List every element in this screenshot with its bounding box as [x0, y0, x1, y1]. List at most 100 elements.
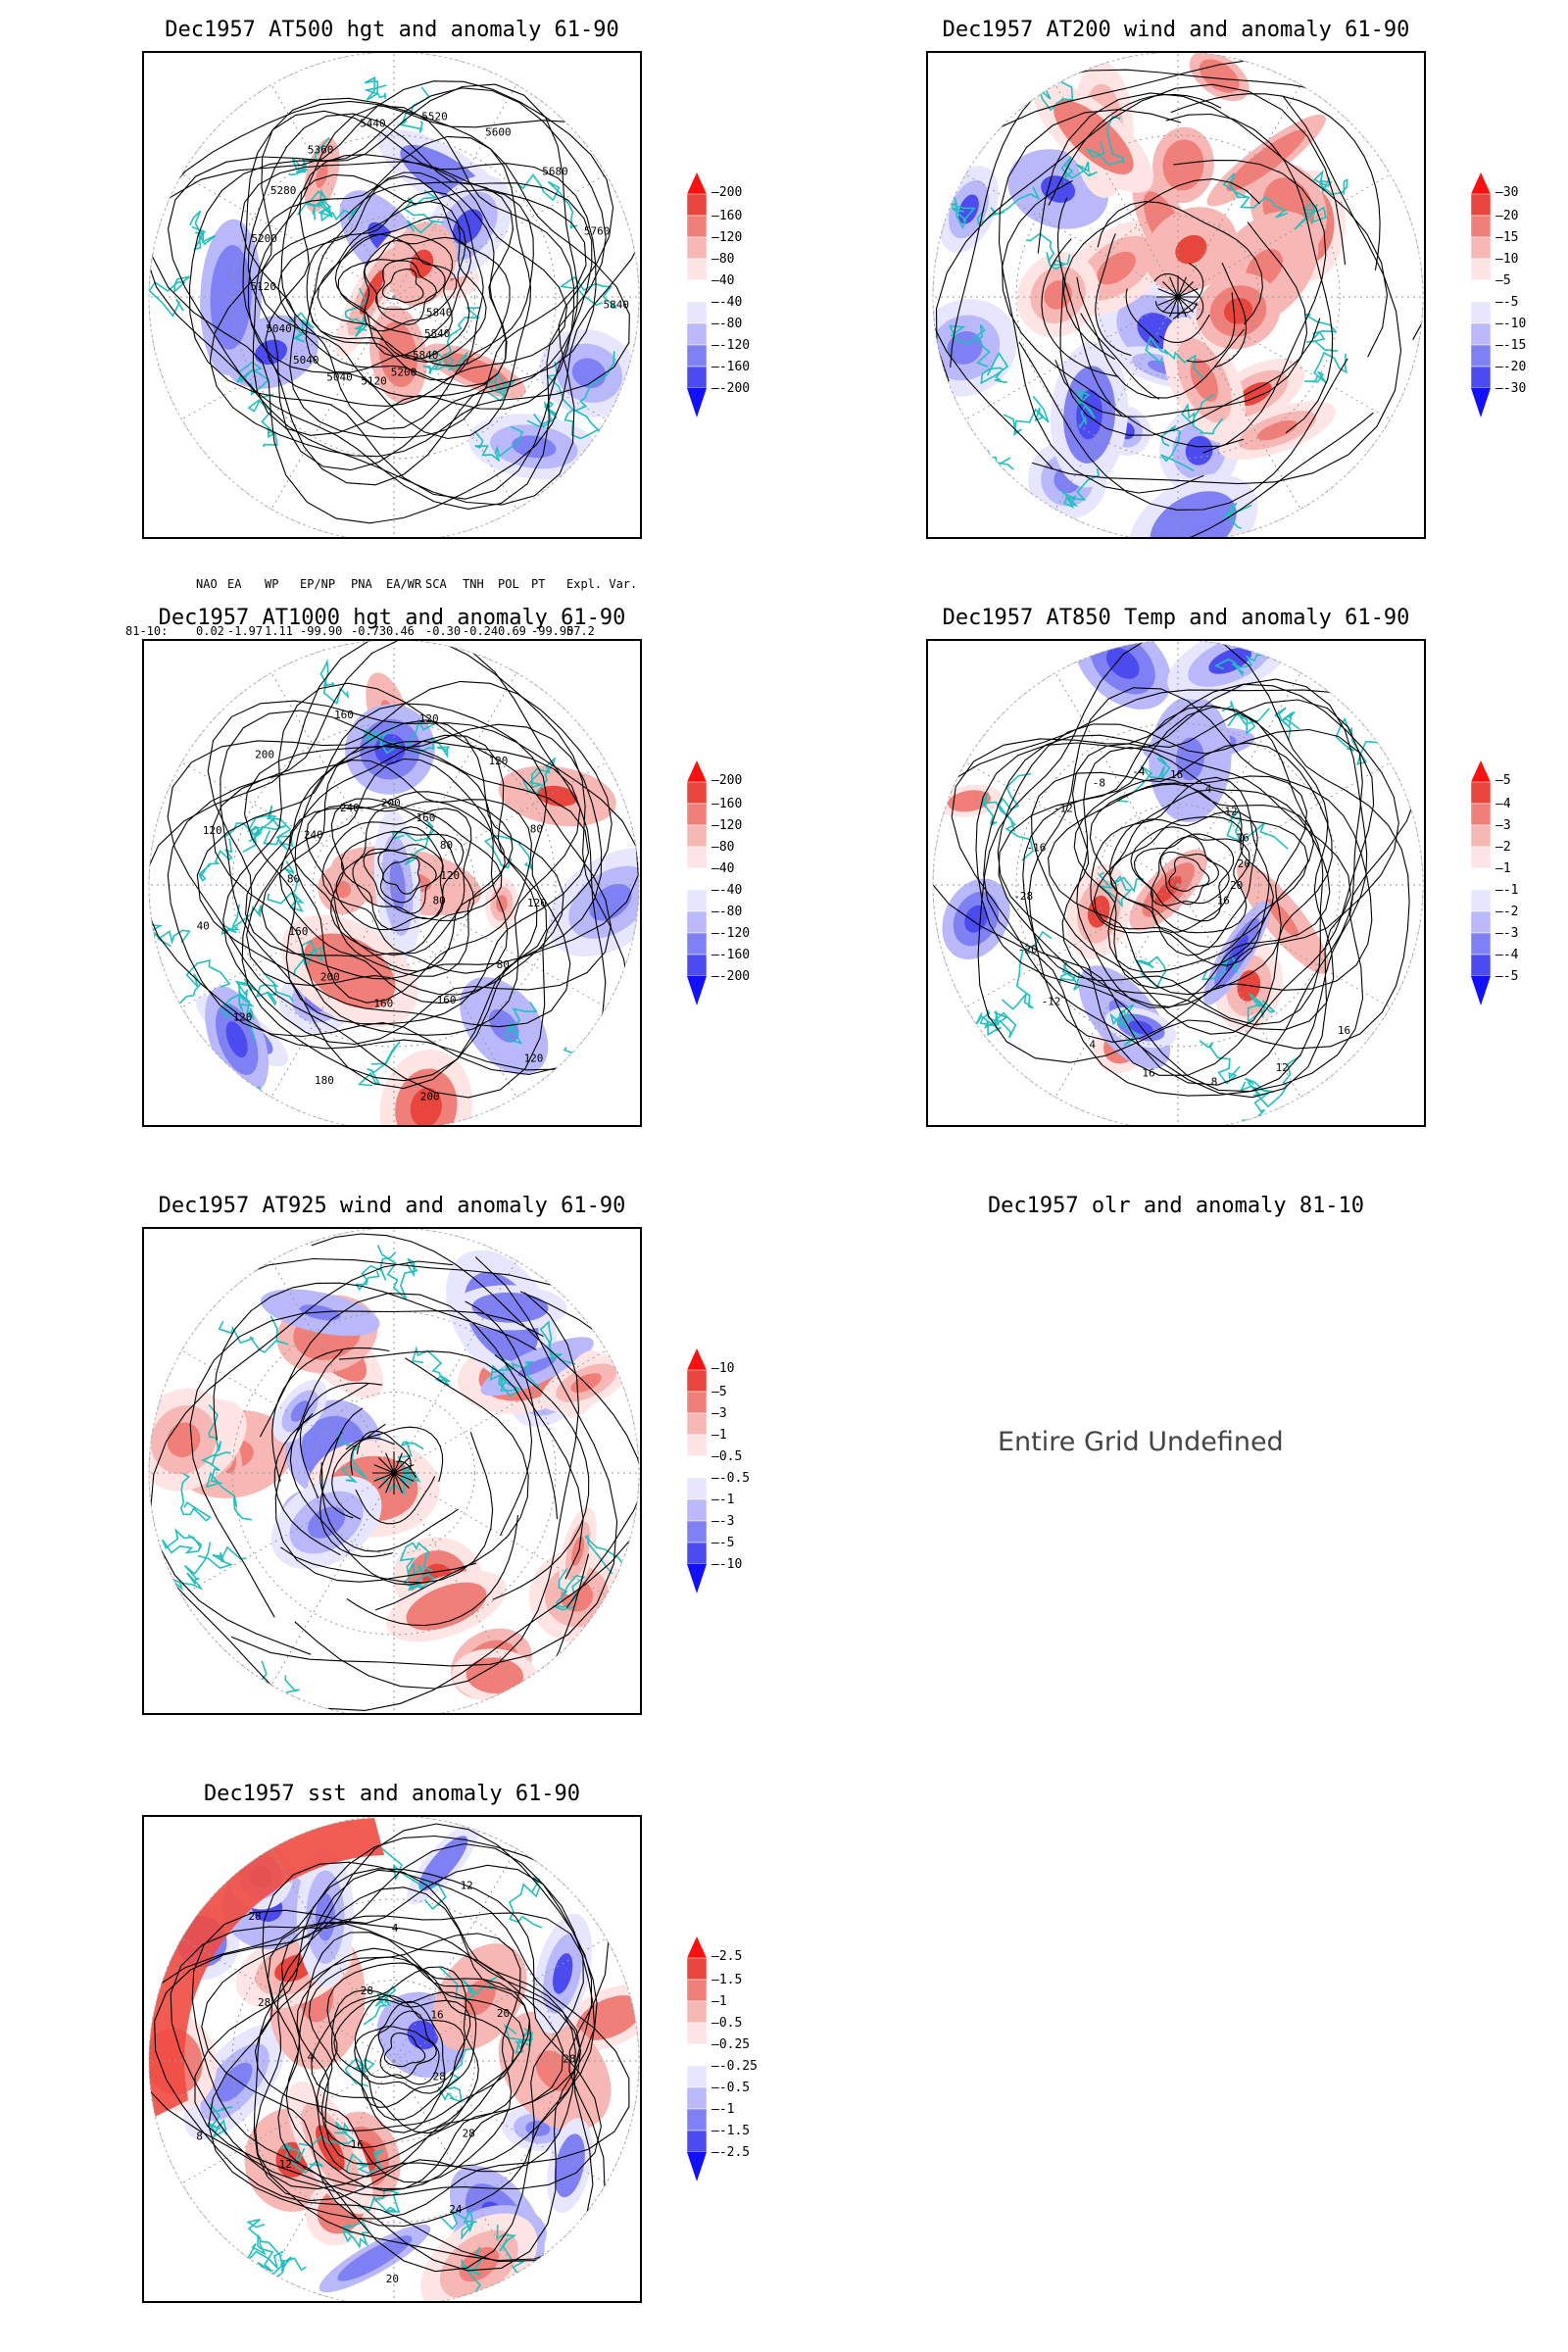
- colorbar-scale: [686, 1348, 708, 1593]
- contour-label: 24: [449, 2203, 463, 2216]
- colorbar-label: –-0.25: [711, 2059, 758, 2074]
- colorbar-label: –1.5: [711, 1973, 743, 1987]
- contour-lines: [933, 641, 1421, 1099]
- colorbar-label: –1: [1495, 861, 1511, 876]
- colorbar-label: –4: [1495, 797, 1511, 811]
- contour-label: 5840: [424, 327, 451, 340]
- contour-label: -12: [1042, 996, 1061, 1008]
- positive-anomaly-shading: [425, 1593, 467, 1619]
- colorbar-label: –80: [711, 840, 735, 855]
- contour-label: 200: [381, 797, 401, 809]
- negative-anomaly-shading: [430, 1849, 456, 1878]
- colorbar-label: –40: [711, 861, 735, 876]
- contour-label: 160: [334, 709, 354, 721]
- contour-label: 5840: [604, 299, 630, 312]
- teleconnection-header: EA/WR: [386, 577, 422, 591]
- contour-label: 20: [386, 2273, 399, 2285]
- contour-label: 200: [320, 971, 340, 984]
- teleconnection-value: -0.30: [425, 624, 462, 638]
- contour-label: 160: [288, 925, 308, 938]
- teleconnection-value: 0.46: [386, 624, 415, 638]
- contour-label: 4: [307, 2050, 314, 2063]
- colorbar-label: –200: [711, 185, 743, 200]
- positive-anomaly-shading: [1087, 895, 1110, 928]
- negative-anomaly-shading: [1185, 435, 1213, 466]
- contour-label: -28: [1013, 890, 1033, 903]
- positive-anomaly-shading: [1257, 419, 1298, 441]
- contour-label: 240: [340, 802, 360, 814]
- contour-label: 5520: [421, 110, 448, 122]
- contour-label: 5040: [326, 371, 353, 384]
- colorbar-label: –20: [1495, 209, 1519, 223]
- colorbar-label: –3: [711, 1406, 727, 1421]
- contour-label: 16: [1216, 895, 1229, 907]
- teleconnection-header: EA: [227, 577, 242, 591]
- colorbar-label: –-160: [711, 360, 751, 374]
- colorbar-label: –-40: [711, 295, 743, 310]
- positive-anomaly-shading: [570, 1373, 602, 1394]
- teleconnection-value: -1.97: [227, 624, 264, 638]
- map-frame: 16 16 12 8 16 4 -12 -20 -28 -16 -12 -8 -4 16 4 12 16 20 20: [926, 639, 1426, 1127]
- negative-anomaly-shading: [1105, 647, 1140, 679]
- contour-label: 5120: [251, 280, 276, 293]
- positive-anomaly-shading: [1238, 381, 1272, 407]
- colorbar-label: –2: [1495, 840, 1511, 855]
- colorbar-label: –-1: [711, 1493, 735, 1507]
- teleconnection-value: -0.73: [351, 624, 387, 638]
- contour-label: 80: [497, 958, 510, 971]
- positive-anomaly-shading: [359, 270, 385, 315]
- contour-label: 5840: [426, 307, 453, 319]
- teleconnection-value: 0.69: [498, 624, 526, 638]
- positive-anomaly-shading: [1208, 67, 1230, 85]
- positive-anomaly-shading: [1246, 144, 1287, 176]
- colorbar-label: –5: [1495, 273, 1511, 288]
- positive-anomaly-shading: [957, 795, 981, 807]
- colorbar-label: –-1: [711, 2102, 735, 2117]
- colorbar: –200 –160 –120 –80 –40 –-40 –-80 –-120 –-160 –-20…: [686, 760, 750, 1035]
- map-boundary: [932, 641, 1424, 1125]
- colorbar-label: –-80: [711, 317, 743, 331]
- contour-label: 20: [1230, 879, 1243, 892]
- teleconnection-header: WP: [265, 577, 279, 591]
- teleconnection-value: -0.24: [463, 624, 499, 638]
- teleconnection-values: 81-10: 0.02 -1.97 1.11 -99.90 -0.73 0.46 -0.30-…: [125, 623, 735, 639]
- colorbar-label: –-1: [1495, 883, 1519, 898]
- negative-anomaly-shading: [307, 1506, 346, 1539]
- colorbar-scale: [1470, 172, 1492, 417]
- contour-label: 200: [420, 1091, 440, 1103]
- panel-at200-wind: Dec1957 AT200 wind and anomaly 61-90 –30…: [784, 0, 1568, 588]
- positive-anomaly-shading: [592, 2006, 626, 2030]
- colorbar-label: –10: [1495, 252, 1519, 267]
- colorbar-scale: [686, 172, 708, 417]
- contour-label: 200: [255, 748, 274, 760]
- contour-label: 160: [373, 998, 393, 1010]
- contour-label: 120: [203, 824, 222, 837]
- colorbar-label: –-5: [1495, 295, 1519, 310]
- contour-label: 5440: [360, 117, 386, 129]
- map-content: [933, 53, 1346, 537]
- colorbar-label: –-40: [711, 883, 743, 898]
- colorbar-label: –-200: [711, 381, 751, 396]
- map-svg: 28 28 24 20 16 12 8 4 28 28 28 4 12 16 20 28: [148, 1817, 640, 2301]
- teleconnection-header: POL: [498, 577, 519, 591]
- contour-label: 16: [351, 2138, 364, 2151]
- colorbar: –2.5 –1.5 –1 –0.5 –0.25 –-0.25 –-0.5 –-1 –-1.5 –-…: [686, 1936, 758, 2211]
- contour-label: 5680: [542, 166, 568, 178]
- colorbar-label: –120: [711, 818, 743, 833]
- contour-label: 16: [1236, 832, 1249, 845]
- panel-title: Dec1957 AT925 wind and anomaly 61-90: [158, 1194, 626, 1218]
- negative-anomaly-shading: [553, 1953, 573, 1994]
- panel-at500-hgt: Dec1957 AT500 hgt and anomaly 61-90 5840…: [0, 0, 784, 588]
- contour-label: 8: [1211, 1076, 1218, 1089]
- colorbar-scale: [686, 760, 708, 1005]
- contour-label: -12: [1054, 803, 1073, 815]
- negative-anomaly-shading: [1171, 508, 1215, 537]
- contour-label: 40: [197, 919, 210, 932]
- contour-label: 12: [461, 1879, 473, 1891]
- contour-label: 16: [1142, 1067, 1154, 1080]
- panel-at925-wind: Dec1957 AT925 wind and anomaly 61-90 –10…: [0, 1176, 784, 1764]
- contour-label: 120: [488, 755, 508, 767]
- negative-anomaly-shading: [220, 270, 242, 324]
- contour-label: 5760: [584, 224, 611, 237]
- contour-lines: [149, 80, 639, 524]
